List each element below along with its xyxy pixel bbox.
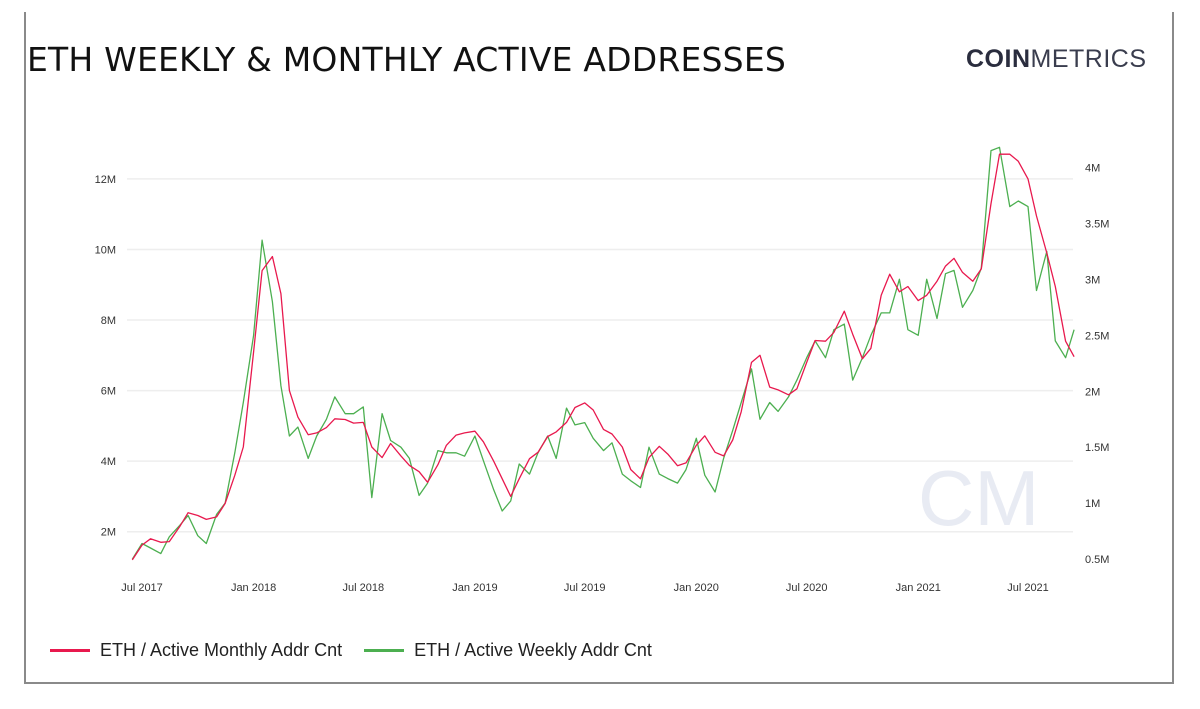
- legend-swatch-monthly: [50, 649, 90, 652]
- coinmetrics-logo: COINMETRICS: [966, 45, 1147, 74]
- legend-label-monthly: ETH / Active Monthly Addr Cnt: [100, 640, 343, 660]
- x-axis-tick-label: Jan 2018: [231, 582, 276, 594]
- left-axis-tick-label: 2M: [101, 527, 116, 539]
- series-line-weekly: [131, 146, 1075, 560]
- left-axis-tick-label: 12M: [95, 174, 116, 186]
- logo-light-text: METRICS: [1030, 45, 1147, 73]
- right-axis-tick-label: 1M: [1085, 498, 1100, 510]
- x-axis-tick-label: Jul 2021: [1007, 582, 1049, 594]
- x-axis-tick-label: Jan 2020: [674, 582, 719, 594]
- left-axis-tick-label: 4M: [101, 456, 116, 468]
- right-axis-tick-label: 4M: [1085, 162, 1100, 174]
- right-axis-tick-label: 1.5M: [1085, 442, 1109, 454]
- left-axis-tick-label: 6M: [101, 386, 116, 398]
- right-axis-tick-label: 2M: [1085, 386, 1100, 398]
- right-axis-tick-label: 0.5M: [1085, 554, 1109, 566]
- x-axis-tick-label: Jan 2019: [452, 582, 497, 594]
- chart-title: ETH WEEKLY & MONTHLY ACTIVE ADDRESSES: [27, 40, 787, 79]
- x-axis-tick-label: Jul 2017: [121, 582, 163, 594]
- right-axis-tick-label: 3.5M: [1085, 218, 1109, 230]
- left-axis-tick-label: 8M: [101, 315, 116, 327]
- x-axis-tick-label: Jul 2020: [786, 582, 828, 594]
- left-axis-tick-label: 10M: [95, 244, 116, 256]
- legend-item-monthly[interactable]: ETH / Active Monthly Addr Cnt: [50, 640, 342, 661]
- logo-bold-text: COIN: [966, 45, 1031, 73]
- legend-swatch-weekly: [364, 649, 405, 652]
- right-axis-tick-label: 2.5M: [1085, 330, 1109, 342]
- chart-frame: [24, 12, 1174, 684]
- right-axis-tick-label: 3M: [1085, 274, 1100, 286]
- x-axis-tick-label: Jan 2021: [896, 582, 941, 594]
- legend-label-weekly: ETH / Active Weekly Addr Cnt: [414, 640, 652, 660]
- series-line-monthly: [131, 153, 1075, 561]
- legend-item-weekly[interactable]: ETH / Active Weekly Addr Cnt: [364, 640, 652, 661]
- legend: ETH / Active Monthly Addr Cnt ETH / Acti…: [50, 640, 674, 661]
- x-axis-tick-label: Jul 2018: [343, 582, 385, 594]
- cm-watermark: CM: [918, 454, 1039, 542]
- x-axis-tick-label: Jul 2019: [564, 582, 606, 594]
